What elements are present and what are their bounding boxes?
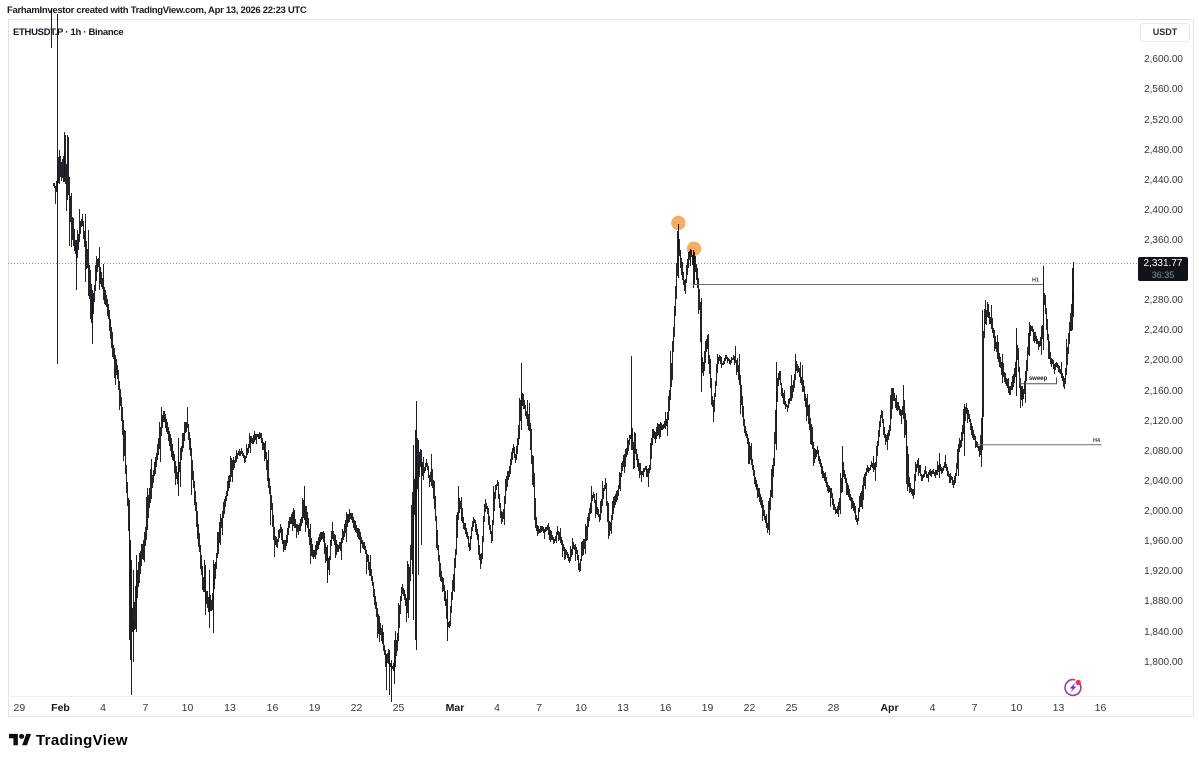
svg-text:H1: H1 [1032, 278, 1039, 284]
svg-text:sweep: sweep [1029, 376, 1048, 382]
svg-text:H4: H4 [1093, 438, 1101, 444]
